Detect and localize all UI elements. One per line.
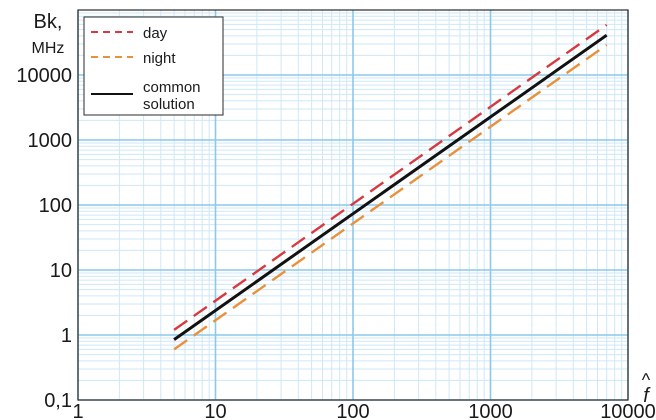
y-tick-label: 1000 (28, 130, 73, 152)
x-tick-label: 10000 (600, 401, 656, 420)
x-tick-label: 1 (72, 401, 83, 420)
series-layer (173, 23, 608, 351)
plot-frame (77, 9, 629, 401)
legend-label: night (143, 50, 176, 67)
x-axis-label-hat: ^ (642, 370, 651, 390)
legend-label: common (143, 79, 201, 96)
legend-box (83, 16, 224, 116)
y-axis-label-line1: Bk, (34, 11, 63, 33)
x-tick-label: 1000 (468, 401, 513, 420)
y-tick-labels: 0,1 1 10 100 1000 10000 (16, 65, 72, 412)
x-tick-labels: 1 10 100 1000 10000 (72, 401, 655, 420)
series-line-night (173, 43, 608, 351)
x-tick-label: 100 (336, 401, 369, 420)
y-tick-label: 1 (61, 325, 72, 347)
series-line-common-solution (173, 33, 608, 341)
y-tick-label: 100 (39, 195, 72, 217)
legend-label: day (143, 25, 168, 42)
series-line-day (173, 23, 608, 331)
x-axis-label: f (643, 385, 651, 407)
y-tick-label: 0,1 (44, 390, 72, 412)
x-tick-label: 10 (204, 401, 226, 420)
legend-label: solution (143, 96, 195, 113)
y-axis-label-line2: MHz (32, 40, 65, 57)
y-tick-label: 10000 (16, 65, 72, 87)
y-tick-label: 10 (50, 260, 72, 282)
